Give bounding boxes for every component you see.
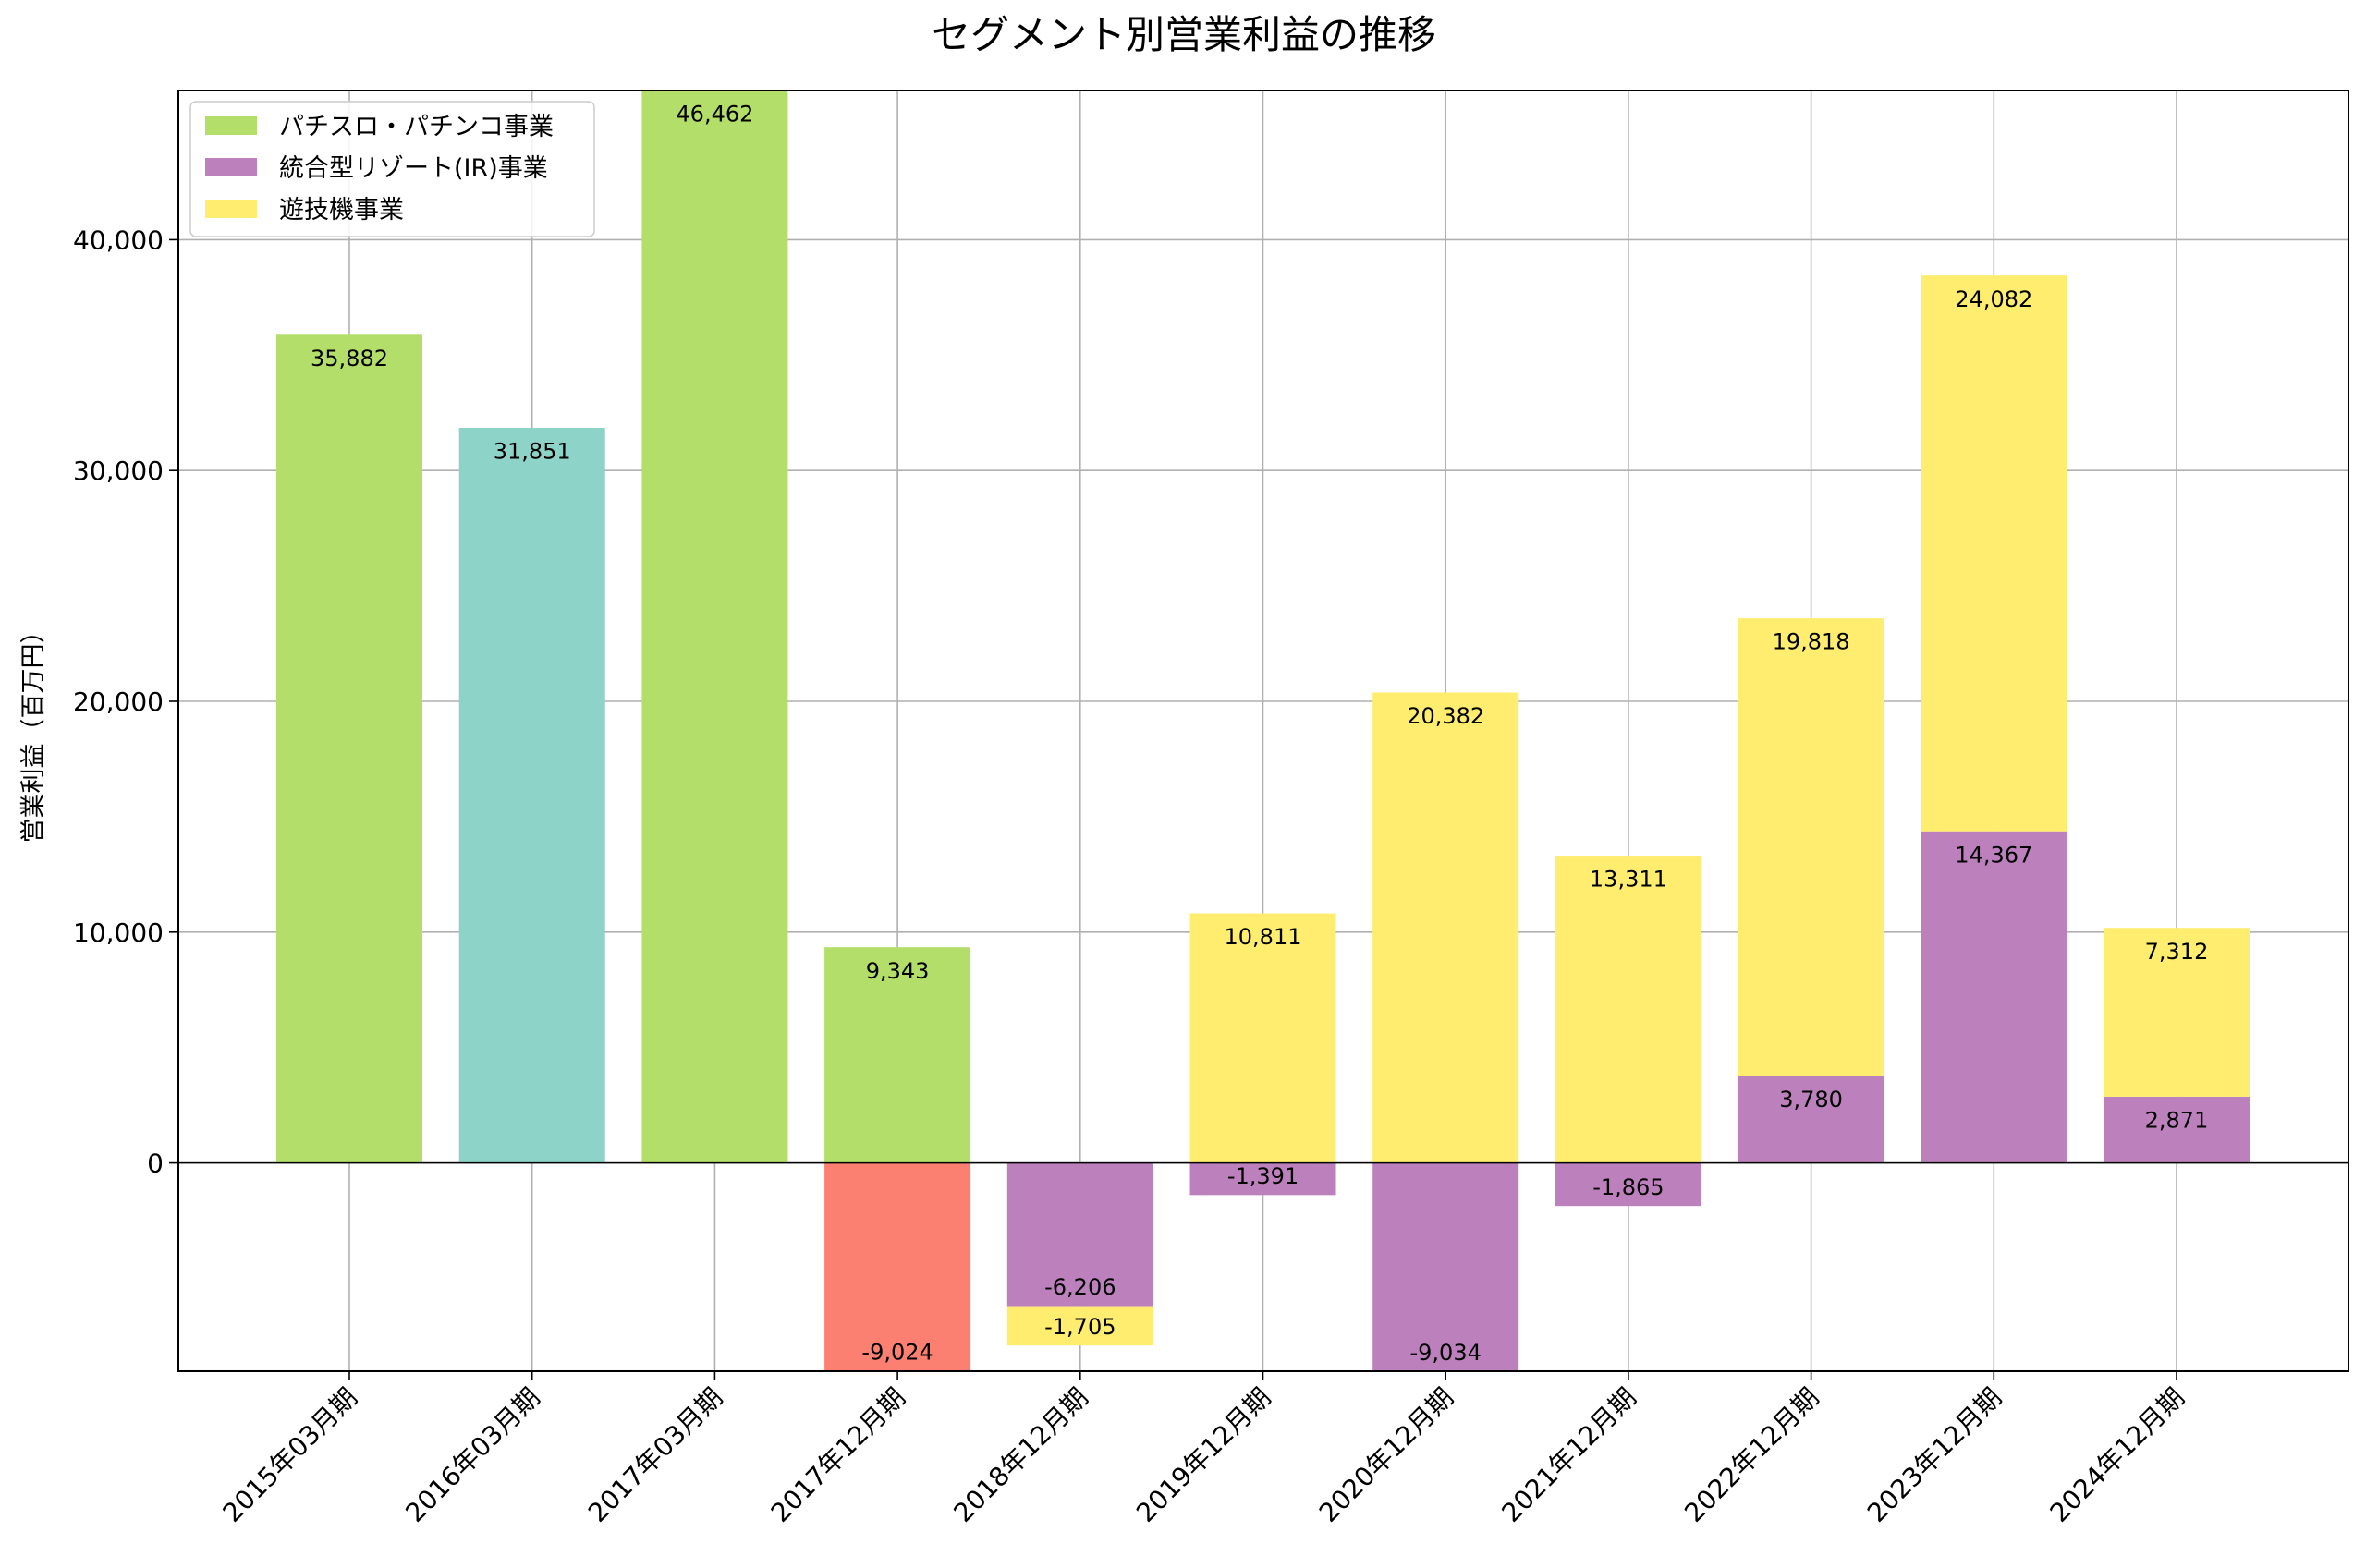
bar-segment — [1555, 1162, 1701, 1207]
legend-entry-label: 遊技機事業 — [279, 196, 404, 225]
y-tick-label: 40,000 — [73, 225, 164, 255]
bar-segment — [1189, 1162, 1336, 1196]
data-label: 19,818 — [1773, 629, 1850, 655]
bar-segment — [641, 91, 788, 1163]
data-label: 7,312 — [2145, 939, 2209, 965]
data-label: 24,082 — [1955, 286, 2032, 312]
bar-segment — [1738, 1076, 1884, 1163]
bar-segment — [1372, 692, 1519, 1163]
data-labels: 35,882 31,851 46,462 9,343 -9,024 -6,206 -1,70… — [311, 102, 2208, 1366]
legend-entry-label: パチスロ・パチンコ事業 — [279, 113, 554, 141]
legend-box — [189, 101, 595, 237]
bar-segment — [458, 427, 605, 1163]
data-label: -1,705 — [1044, 1314, 1116, 1340]
y-tick-label: 20,000 — [73, 687, 164, 717]
legend-entry-label: 統合型リゾート(IR)事業 — [279, 154, 548, 183]
bar-segment — [1738, 618, 1884, 1076]
data-label: 2,871 — [2145, 1107, 2209, 1133]
y-axis-ticks: 0 10,000 20,000 30,000 40,000 — [73, 225, 178, 1179]
bar-segment — [824, 1162, 971, 1371]
bar-segment — [2104, 928, 2250, 1097]
bar-segment — [276, 334, 422, 1163]
data-label: -1,391 — [1227, 1163, 1299, 1189]
data-label: 35,882 — [311, 346, 388, 371]
bar-segment — [1006, 1162, 1153, 1307]
data-label: 14,367 — [1955, 842, 2032, 868]
y-tick-label: 10,000 — [73, 918, 164, 948]
legend-swatch — [205, 158, 257, 176]
bar-segment — [1555, 856, 1701, 1163]
bar-segment — [1189, 913, 1336, 1163]
data-label: 10,811 — [1225, 924, 1302, 950]
y-axis-label: 営業利益（百万円） — [19, 619, 48, 844]
y-tick-label: 30,000 — [73, 456, 164, 486]
bar-segment — [1921, 275, 2067, 832]
data-label: 46,462 — [676, 102, 753, 128]
bar-segment — [1921, 831, 2067, 1163]
bar-segment — [824, 947, 971, 1163]
data-label: 20,382 — [1407, 703, 1484, 729]
bar-segment — [1006, 1306, 1153, 1346]
data-label: 13,311 — [1590, 867, 1667, 893]
data-label: -9,034 — [1410, 1340, 1482, 1366]
legend-swatch — [205, 116, 257, 135]
chart-title: セグメント別営業利益の推移 — [932, 12, 1436, 57]
data-label: 31,851 — [494, 439, 571, 465]
bars — [276, 91, 2250, 1371]
legend-swatch — [205, 200, 257, 218]
data-label: -6,206 — [1044, 1274, 1116, 1300]
data-label: -1,865 — [1592, 1174, 1664, 1200]
data-label: -9,024 — [861, 1340, 933, 1366]
data-label: 3,780 — [1779, 1087, 1843, 1112]
bar-segment — [1372, 1162, 1519, 1371]
data-label: 9,343 — [866, 958, 930, 984]
y-tick-label: 0 — [147, 1149, 164, 1179]
bar-segment — [2104, 1096, 2250, 1163]
